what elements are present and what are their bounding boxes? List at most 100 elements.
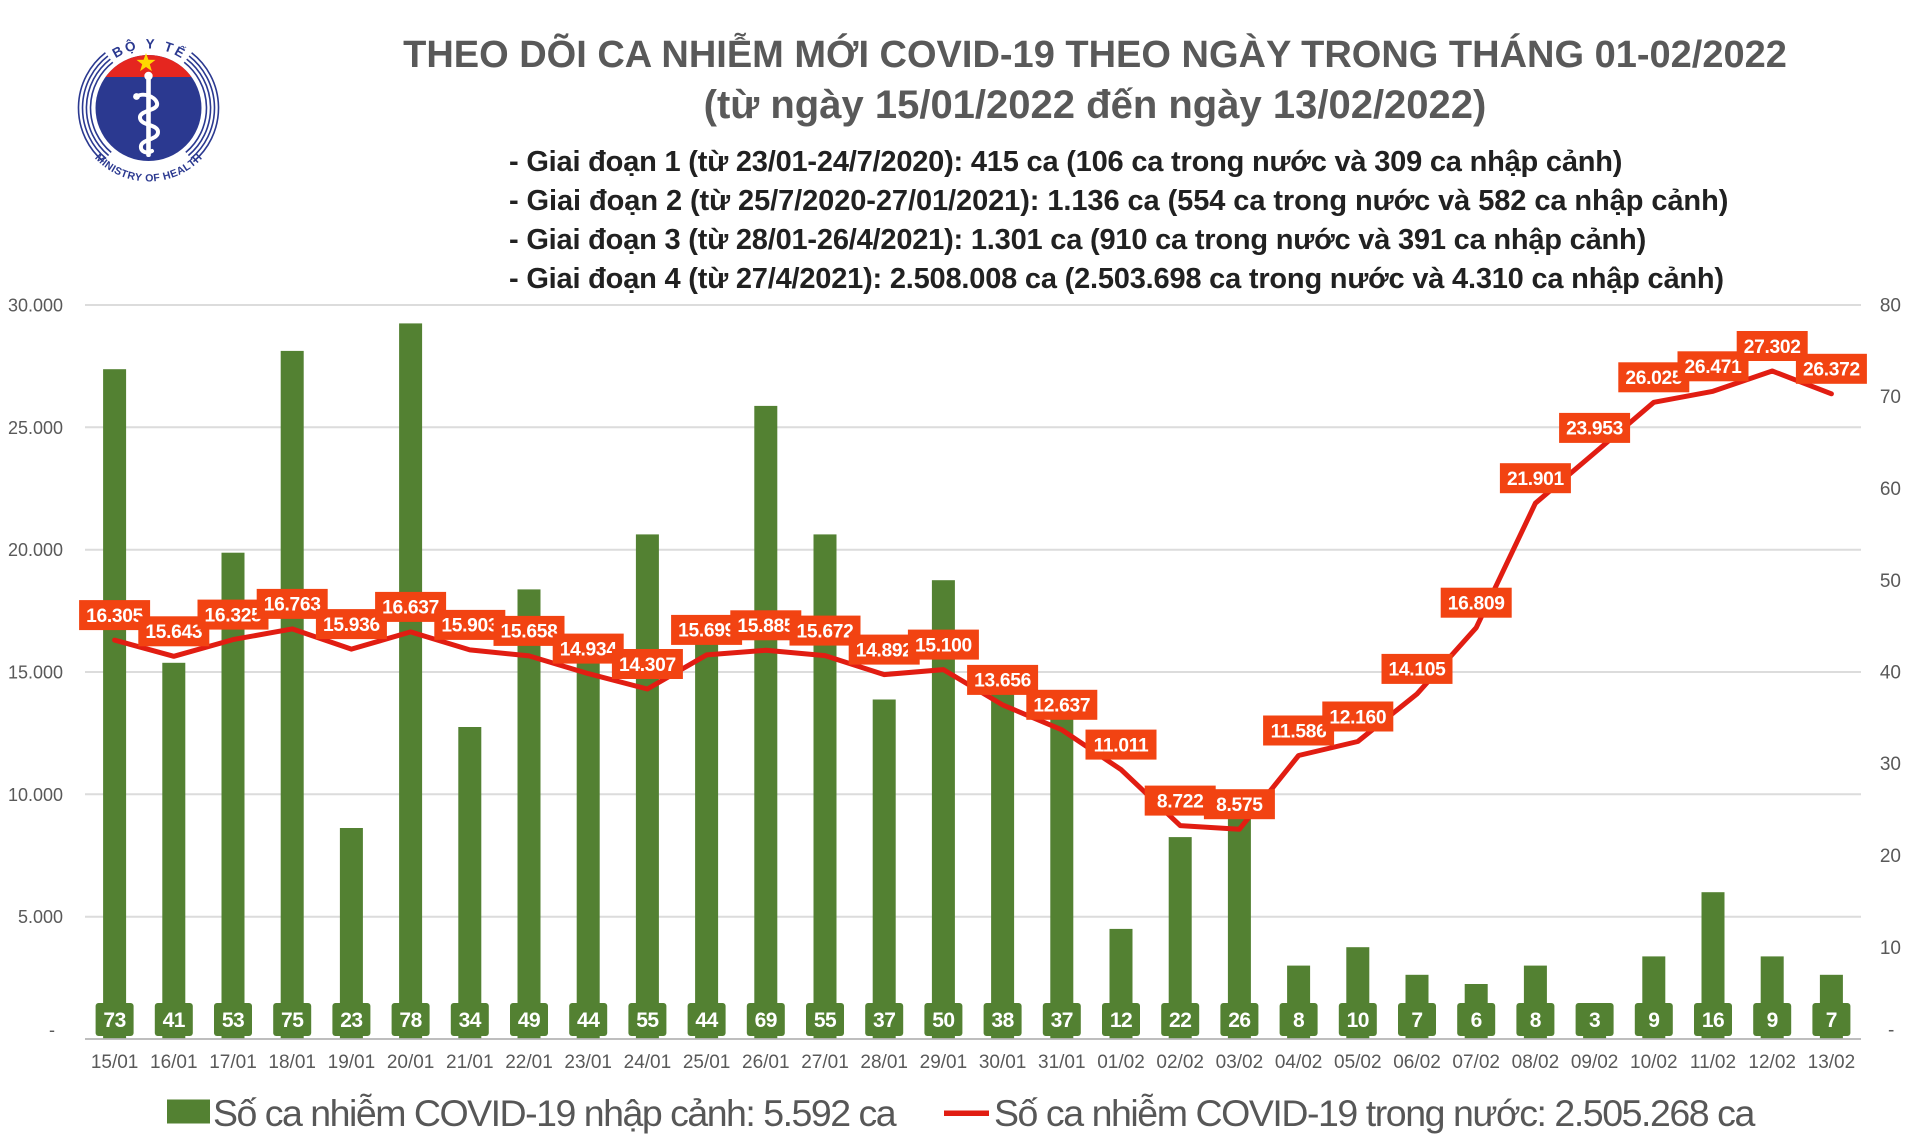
svg-text:14.105: 14.105 (1389, 660, 1447, 681)
svg-text:6: 6 (1471, 1009, 1482, 1032)
svg-text:7: 7 (1826, 1009, 1837, 1032)
svg-text:08/02: 08/02 (1512, 1052, 1560, 1073)
svg-text:8.722: 8.722 (1157, 791, 1204, 812)
svg-text:15.100: 15.100 (915, 635, 972, 656)
svg-text:50: 50 (1880, 571, 1901, 592)
svg-text:8: 8 (1530, 1009, 1542, 1032)
svg-text:02/02: 02/02 (1156, 1052, 1204, 1073)
svg-text:07/02: 07/02 (1452, 1052, 1500, 1073)
svg-text:16.763: 16.763 (264, 595, 321, 616)
svg-text:9: 9 (1767, 1009, 1778, 1032)
svg-text:40: 40 (1880, 663, 1901, 684)
svg-text:16.637: 16.637 (382, 598, 439, 619)
svg-text:R: R (126, 170, 137, 184)
svg-text:O: O (145, 172, 153, 184)
svg-text:Y: Y (134, 171, 143, 184)
svg-text:34: 34 (459, 1009, 482, 1032)
svg-text:22: 22 (1169, 1009, 1191, 1032)
svg-text:15.643: 15.643 (145, 622, 202, 643)
svg-text:31/01: 31/01 (1038, 1052, 1086, 1073)
svg-text:Số ca nhiễm COVID-19 trong nướ: Số ca nhiễm COVID-19 trong nước: 2.505.2… (994, 1092, 1755, 1134)
svg-text:15.000: 15.000 (8, 663, 63, 683)
svg-text:- Giai đoạn 1 (từ 23/01-24/7/2: - Giai đoạn 1 (từ 23/01-24/7/2020): 415 … (509, 146, 1622, 178)
svg-text:14.307: 14.307 (619, 655, 676, 676)
svg-text:75: 75 (281, 1009, 304, 1032)
svg-text:28/01: 28/01 (860, 1052, 908, 1073)
svg-text:15.885: 15.885 (737, 616, 795, 637)
svg-text:26: 26 (1228, 1009, 1250, 1032)
svg-text:30/01: 30/01 (979, 1052, 1027, 1073)
svg-text:16/01: 16/01 (150, 1052, 198, 1073)
svg-text:37: 37 (873, 1009, 895, 1032)
svg-text:26/01: 26/01 (742, 1052, 790, 1073)
svg-text:78: 78 (399, 1009, 422, 1032)
svg-text:49: 49 (518, 1009, 540, 1032)
svg-text:12.637: 12.637 (1033, 696, 1090, 717)
svg-text:- Giai đoạn 2 (từ 25/7/2020-27: - Giai đoạn 2 (từ 25/7/2020-27/01/2021):… (509, 185, 1728, 217)
svg-text:10: 10 (1347, 1009, 1369, 1032)
svg-text:26.025: 26.025 (1625, 368, 1683, 389)
svg-text:22/01: 22/01 (505, 1052, 553, 1073)
svg-text:55: 55 (636, 1009, 659, 1032)
svg-text:23: 23 (340, 1009, 362, 1032)
svg-text:27.302: 27.302 (1744, 337, 1801, 358)
svg-text:69: 69 (755, 1009, 777, 1032)
svg-text:09/02: 09/02 (1571, 1052, 1619, 1073)
svg-text:16: 16 (1702, 1009, 1724, 1032)
svg-text:70: 70 (1880, 387, 1901, 408)
svg-text:23.953: 23.953 (1566, 419, 1623, 440)
svg-text:12/02: 12/02 (1748, 1052, 1796, 1073)
svg-text:15/01: 15/01 (91, 1052, 139, 1073)
svg-text:7: 7 (1411, 1009, 1422, 1032)
svg-text:25.000: 25.000 (8, 418, 63, 438)
svg-text:14.892: 14.892 (856, 640, 913, 661)
svg-text:(từ ngày 15/01/2022 đến ngày 1: (từ ngày 15/01/2022 đến ngày 13/02/2022) (704, 83, 1487, 127)
svg-text:20.000: 20.000 (8, 540, 63, 560)
svg-text:15.903: 15.903 (441, 616, 498, 637)
svg-text:26.372: 26.372 (1803, 360, 1860, 381)
svg-text:S: S (112, 165, 124, 179)
svg-text:21.901: 21.901 (1507, 469, 1565, 490)
svg-text:I: I (99, 157, 109, 168)
svg-text:44: 44 (577, 1009, 600, 1032)
svg-text:27/01: 27/01 (801, 1052, 849, 1073)
svg-text:11.011: 11.011 (1094, 735, 1149, 756)
svg-text:10/02: 10/02 (1630, 1052, 1678, 1073)
svg-text:- Giai đoạn 3 (từ 28/01-26/4/2: - Giai đoạn 3 (từ 28/01-26/4/2021): 1.30… (509, 224, 1646, 256)
svg-text:11.586: 11.586 (1271, 721, 1327, 742)
svg-text:17/01: 17/01 (209, 1052, 257, 1073)
svg-text:03/02: 03/02 (1216, 1052, 1264, 1073)
svg-text:25/01: 25/01 (683, 1052, 731, 1073)
svg-text:80: 80 (1880, 296, 1901, 317)
svg-text:15.936: 15.936 (323, 615, 380, 636)
svg-text:60: 60 (1880, 479, 1901, 500)
svg-text:12.160: 12.160 (1329, 707, 1386, 728)
svg-text:30.000: 30.000 (8, 296, 63, 316)
svg-text:24/01: 24/01 (624, 1052, 672, 1073)
svg-text:T: T (119, 167, 130, 181)
svg-text:38: 38 (991, 1009, 1014, 1032)
svg-text:21/01: 21/01 (446, 1052, 494, 1073)
svg-text:- Giai đoạn 4 (từ 27/4/2021):: - Giai đoạn 4 (từ 27/4/2021): 2.508.008 … (509, 263, 1724, 295)
svg-text:-: - (1888, 1020, 1894, 1041)
svg-text:14.934: 14.934 (560, 639, 618, 660)
svg-text:23/01: 23/01 (564, 1052, 612, 1073)
svg-text:73: 73 (103, 1009, 125, 1032)
svg-text:3: 3 (1589, 1009, 1600, 1032)
svg-text:-: - (49, 1020, 55, 1040)
svg-text:04/02: 04/02 (1275, 1052, 1323, 1073)
svg-text:15.699: 15.699 (678, 621, 735, 642)
svg-text:5.000: 5.000 (18, 907, 63, 927)
svg-text:53: 53 (222, 1009, 244, 1032)
svg-text:Y: Y (145, 36, 154, 51)
svg-text:55: 55 (814, 1009, 837, 1032)
svg-text:11/02: 11/02 (1690, 1052, 1736, 1073)
svg-text:29/01: 29/01 (920, 1052, 968, 1073)
svg-text:18/01: 18/01 (268, 1052, 316, 1073)
svg-text:8: 8 (1293, 1009, 1305, 1032)
svg-text:50: 50 (932, 1009, 954, 1032)
svg-text:Số ca nhiễm COVID-19 nhập cảnh: Số ca nhiễm COVID-19 nhập cảnh: 5.592 ca (213, 1092, 897, 1134)
svg-text:01/02: 01/02 (1097, 1052, 1145, 1073)
svg-text:16.325: 16.325 (205, 605, 263, 626)
svg-text:8.575: 8.575 (1216, 795, 1263, 816)
